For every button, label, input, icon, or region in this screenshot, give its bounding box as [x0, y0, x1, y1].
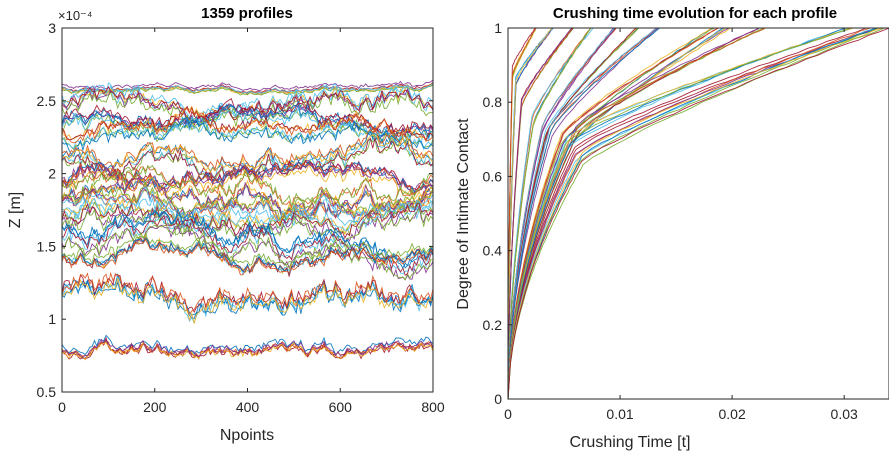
crushing-group-4-line-4 — [508, 28, 614, 400]
crushing-x-tick-label: 0.03 — [831, 406, 858, 422]
profiles-x-tick-label: 800 — [421, 399, 445, 415]
profiles-x-axis-label: Npoints — [220, 427, 274, 444]
crushing-y-tick-label: 0 — [494, 391, 502, 407]
crushing-panel: Crushing time evolution for each profile… — [455, 5, 889, 451]
crushing-group-12-line-1 — [508, 28, 877, 399]
profiles-x-tick-label: 600 — [329, 399, 353, 415]
crushing-y-tick-label: 1 — [494, 20, 502, 36]
crushing-group-10-line-2 — [508, 28, 846, 398]
profiles-chart-title: 1359 profiles — [201, 5, 293, 22]
profile-band-4-line-5 — [62, 135, 433, 172]
crushing-x-tick-label: 0.02 — [718, 406, 745, 422]
profiles-y-tick-label: 1.5 — [37, 238, 57, 254]
crushing-group-12-line-4 — [508, 28, 889, 399]
profile-band-4-line-3 — [62, 134, 433, 173]
profiles-y-tick-label: 1 — [48, 311, 56, 327]
crushing-x-tick-label: 0.01 — [606, 406, 633, 422]
crushing-group-11-line-4 — [508, 29, 875, 400]
profiles-y-tick-label: 0.5 — [37, 384, 57, 400]
profiles-plot-area[interactable] — [62, 80, 433, 360]
crushing-y-tick-label: 0.4 — [483, 243, 503, 259]
crushing-group-4-line-2 — [508, 28, 616, 398]
crushing-group-10-line-3 — [508, 28, 852, 399]
crushing-group-10-line-1 — [508, 28, 845, 399]
crushing-group-11-line-0 — [508, 28, 866, 400]
crushing-plot-area[interactable] — [508, 28, 889, 400]
crushing-group-10-line-4 — [508, 28, 850, 399]
crushing-group-12-line-0 — [508, 28, 878, 399]
profile-band-11-line-0 — [62, 275, 433, 316]
profiles-x-tick-label: 0 — [58, 399, 66, 415]
profiles-y-axis-label: Z [m] — [7, 192, 24, 228]
crushing-y-tick-label: 0.8 — [483, 94, 503, 110]
profiles-panel: 1359 profiles ×10⁻⁴ 0 200 400 600 800 0.5 1 1.5… — [7, 5, 445, 444]
crushing-y-axis-label: Degree of Intimate Contact — [455, 118, 472, 310]
crushing-y-tick-label: 0.6 — [483, 168, 503, 184]
crushing-group-11-line-3 — [508, 28, 879, 400]
crushing-group-11-line-1 — [508, 28, 876, 399]
profiles-y-tick-label: 2 — [48, 166, 56, 182]
crushing-group-4-line-3 — [508, 28, 615, 399]
crushing-x-axis-label: Crushing Time [t] — [570, 434, 691, 451]
profiles-y-tick-label: 2.5 — [37, 93, 57, 109]
crushing-axes-box — [508, 28, 889, 399]
crushing-x-tick-label: 0 — [504, 406, 512, 422]
profiles-y-tick-label: 3 — [48, 20, 56, 36]
profiles-x-tick-label: 200 — [143, 399, 167, 415]
crushing-chart-title: Crushing time evolution for each profile — [553, 5, 837, 22]
crushing-group-10-line-0 — [508, 28, 853, 399]
crushing-group-4-line-1 — [508, 28, 615, 400]
profiles-y-exponent-label: ×10⁻⁴ — [58, 8, 93, 23]
profiles-x-tick-label: 400 — [236, 399, 260, 415]
crushing-y-tick-label: 0.2 — [483, 317, 503, 333]
